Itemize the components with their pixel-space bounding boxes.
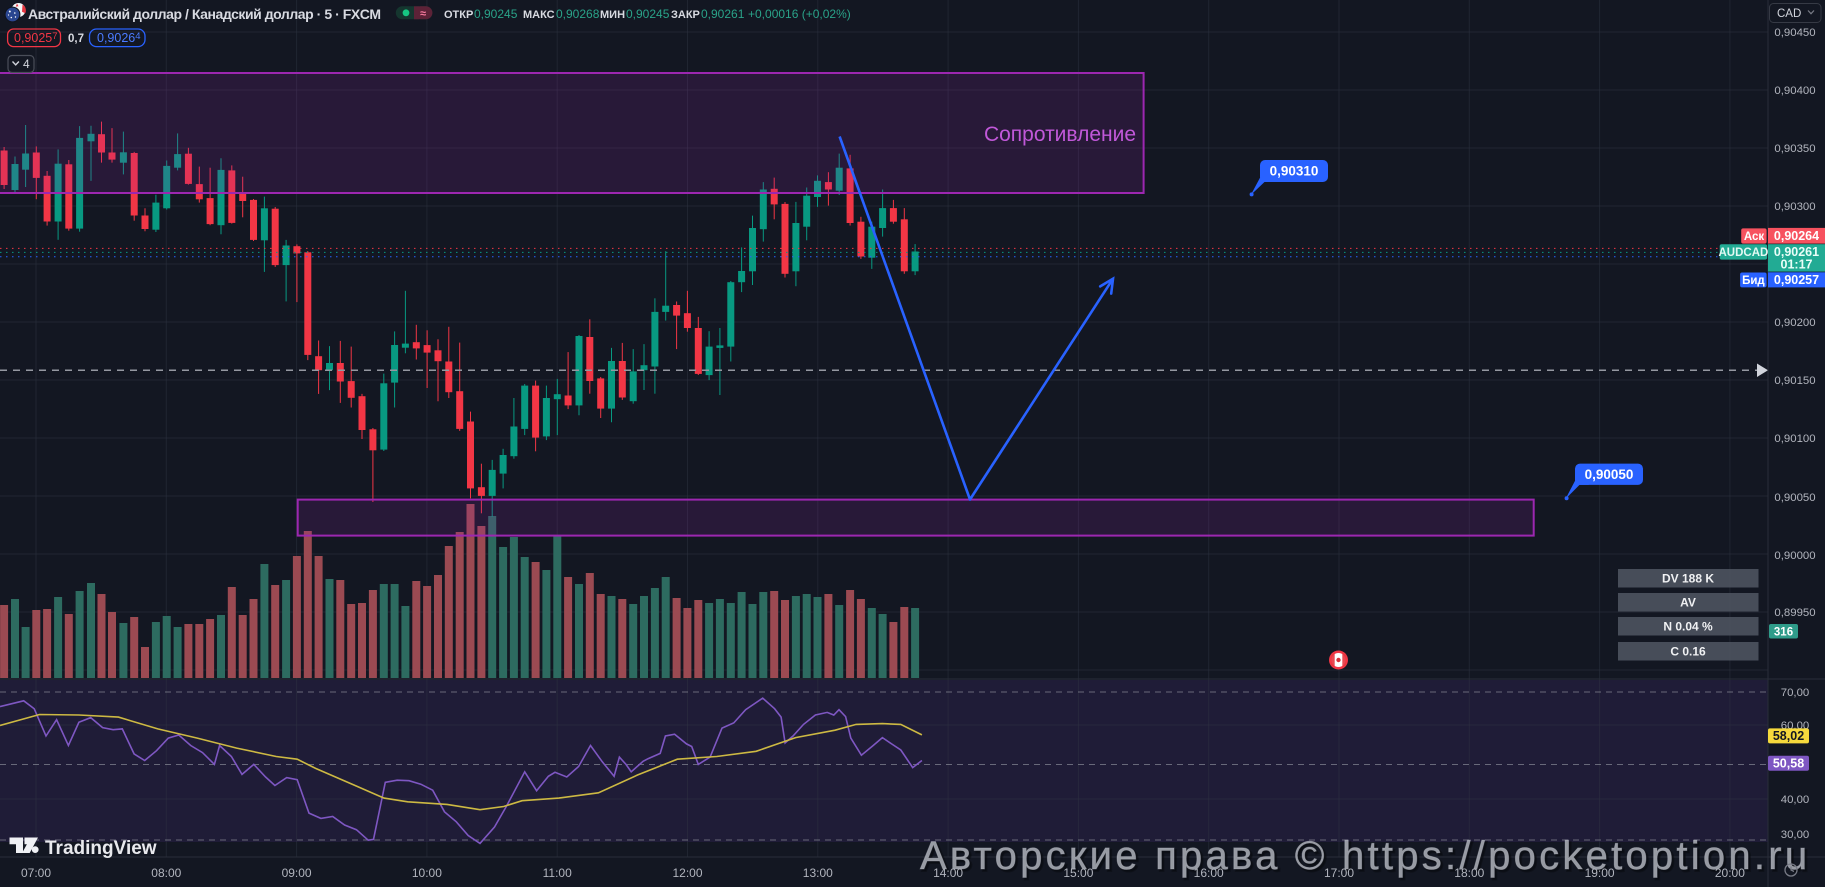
svg-text:Австралийский доллар / Канадск: Австралийский доллар / Канадский доллар … bbox=[28, 6, 381, 22]
svg-text:≈: ≈ bbox=[420, 8, 426, 20]
svg-text:0,90200: 0,90200 bbox=[1774, 317, 1815, 329]
svg-text:17:00: 17:00 bbox=[1324, 866, 1354, 880]
svg-text:ОТКР: ОТКР bbox=[444, 9, 473, 21]
svg-text:0,90350: 0,90350 bbox=[1774, 143, 1815, 155]
svg-text:0,90257: 0,90257 bbox=[14, 31, 58, 45]
svg-text:58,02: 58,02 bbox=[1773, 729, 1804, 743]
svg-text:Сопротивление: Сопротивление bbox=[984, 123, 1136, 146]
svg-text:0,90245: 0,90245 bbox=[626, 7, 670, 21]
svg-text:20:00: 20:00 bbox=[1715, 866, 1745, 880]
svg-text:AUDCAD: AUDCAD bbox=[1718, 247, 1768, 259]
svg-text:МАКС: МАКС bbox=[523, 9, 555, 21]
svg-text:Аск: Аск bbox=[1744, 231, 1765, 243]
svg-text:4: 4 bbox=[23, 57, 30, 71]
svg-text:0,90245: 0,90245 bbox=[474, 7, 518, 21]
svg-text:DV 188 K: DV 188 K bbox=[1662, 572, 1714, 586]
svg-text:0,7: 0,7 bbox=[68, 33, 84, 45]
svg-text:Бид: Бид bbox=[1742, 275, 1765, 287]
svg-text:30,00: 30,00 bbox=[1781, 829, 1810, 841]
svg-text:C 0.16: C 0.16 bbox=[1670, 645, 1706, 659]
svg-text:18:00: 18:00 bbox=[1454, 866, 1484, 880]
svg-text:0,90264: 0,90264 bbox=[1774, 229, 1819, 243]
svg-text:08:00: 08:00 bbox=[151, 866, 181, 880]
svg-text:13:00: 13:00 bbox=[803, 866, 833, 880]
svg-text:0,90400: 0,90400 bbox=[1774, 85, 1815, 97]
svg-text:0,90257: 0,90257 bbox=[1774, 273, 1819, 287]
svg-text:0,90000: 0,90000 bbox=[1774, 550, 1815, 562]
svg-text:0,90050: 0,90050 bbox=[1585, 467, 1634, 482]
svg-text:ЗАКР: ЗАКР bbox=[671, 9, 700, 21]
svg-text:16:00: 16:00 bbox=[1194, 866, 1224, 880]
svg-text:Авторские права © https://pock: Авторские права © https://pocketoption.r… bbox=[922, 836, 1812, 880]
svg-text:40,00: 40,00 bbox=[1781, 794, 1810, 806]
svg-text:0,90100: 0,90100 bbox=[1774, 433, 1815, 445]
svg-text:0,90264: 0,90264 bbox=[97, 31, 141, 45]
svg-text:09:00: 09:00 bbox=[282, 866, 312, 880]
svg-text:12:00: 12:00 bbox=[672, 866, 702, 880]
svg-text:15:00: 15:00 bbox=[1063, 866, 1093, 880]
svg-text:10:00: 10:00 bbox=[412, 866, 442, 880]
svg-text:Авторские права © https://pock: Авторские права © https://pocketoption.r… bbox=[920, 834, 1810, 878]
svg-text:TradingView: TradingView bbox=[45, 838, 157, 859]
svg-text:316: 316 bbox=[1774, 626, 1793, 638]
svg-text:07:00: 07:00 bbox=[21, 866, 51, 880]
svg-text:0,90150: 0,90150 bbox=[1774, 375, 1815, 387]
svg-text:14:00: 14:00 bbox=[933, 866, 963, 880]
svg-text:0,90450: 0,90450 bbox=[1774, 27, 1815, 39]
svg-text:0,90310: 0,90310 bbox=[1270, 164, 1319, 179]
svg-text:19:00: 19:00 bbox=[1585, 866, 1615, 880]
svg-text:МИН: МИН bbox=[600, 9, 625, 21]
svg-text:0,90050: 0,90050 bbox=[1774, 492, 1815, 504]
svg-text:N 0.04 %: N 0.04 % bbox=[1663, 620, 1713, 634]
svg-text:0,89950: 0,89950 bbox=[1774, 607, 1815, 619]
svg-text:CAD: CAD bbox=[1777, 8, 1801, 20]
svg-text:AV: AV bbox=[1680, 596, 1696, 610]
svg-text:0,90300: 0,90300 bbox=[1774, 201, 1815, 213]
svg-text:01:17: 01:17 bbox=[1781, 258, 1813, 272]
svg-text:50,58: 50,58 bbox=[1773, 756, 1804, 770]
svg-text:0,90261: 0,90261 bbox=[1774, 245, 1819, 259]
svg-text:11:00: 11:00 bbox=[543, 866, 572, 880]
svg-text:70,00: 70,00 bbox=[1781, 687, 1810, 699]
svg-text:0,90268: 0,90268 bbox=[556, 7, 600, 21]
svg-text:0,90261: 0,90261 bbox=[701, 7, 745, 21]
svg-text:+0,00016 (+0,02%): +0,00016 (+0,02%) bbox=[748, 7, 851, 21]
